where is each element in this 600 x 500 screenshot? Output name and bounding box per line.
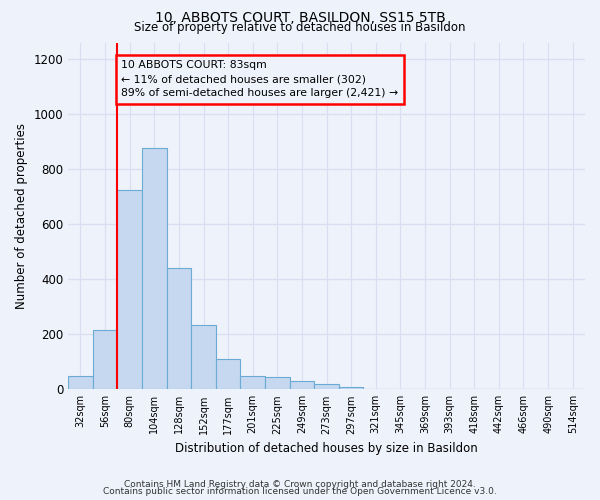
Bar [93, 330, 118, 390]
Text: 10 ABBOTS COURT: 83sqm
← 11% of detached houses are smaller (302)
89% of semi-de: 10 ABBOTS COURT: 83sqm ← 11% of detached… [121, 60, 398, 98]
Bar [265, 377, 290, 390]
Text: Contains HM Land Registry data © Crown copyright and database right 2024.: Contains HM Land Registry data © Crown c… [124, 480, 476, 489]
Bar [118, 190, 142, 390]
Y-axis label: Number of detached properties: Number of detached properties [15, 123, 28, 309]
Text: Size of property relative to detached houses in Basildon: Size of property relative to detached ho… [134, 21, 466, 34]
Text: Contains public sector information licensed under the Open Government Licence v3: Contains public sector information licen… [103, 487, 497, 496]
Bar [314, 384, 339, 390]
Text: 10, ABBOTS COURT, BASILDON, SS15 5TB: 10, ABBOTS COURT, BASILDON, SS15 5TB [155, 11, 445, 25]
Bar [241, 376, 265, 390]
Bar [339, 386, 364, 390]
X-axis label: Distribution of detached houses by size in Basildon: Distribution of detached houses by size … [175, 442, 478, 455]
Bar [191, 324, 216, 390]
Bar [216, 359, 241, 390]
Bar [290, 381, 314, 390]
Bar [68, 376, 93, 390]
Bar [167, 268, 191, 390]
Bar [142, 148, 167, 390]
